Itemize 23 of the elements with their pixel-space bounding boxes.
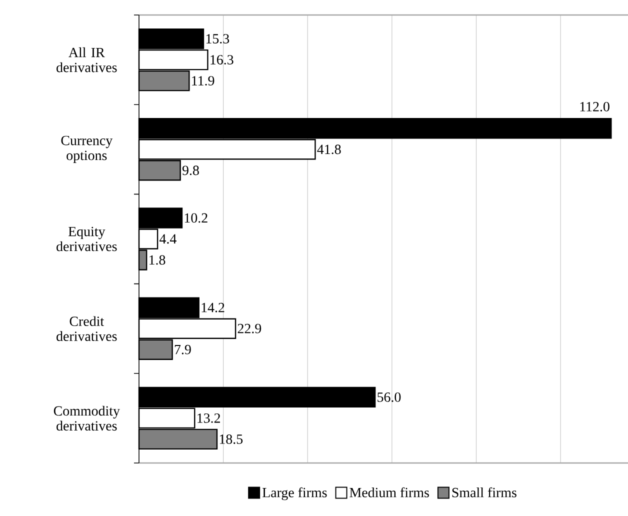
data-label: 9.8 <box>182 166 199 176</box>
legend-label: Large firms <box>262 487 327 500</box>
data-label: 1.8 <box>150 255 166 265</box>
y-tick-label: Currency options <box>61 136 113 163</box>
data-label: 10.2 <box>184 213 208 223</box>
y-tick-label: All IR derivatives <box>56 47 117 72</box>
data-label: 4.4 <box>160 234 176 244</box>
data-label: 7.9 <box>174 344 191 354</box>
y-tick-label: Credit derivatives <box>56 316 117 341</box>
data-label: 15.3 <box>206 34 230 44</box>
legend-label: Medium firms <box>350 487 429 498</box>
y-tick-label: Commodity derivatives <box>54 406 120 431</box>
data-label: 16.3 <box>210 55 234 65</box>
legend-label: Small firms <box>452 487 516 498</box>
data-label: 11.9 <box>192 76 214 86</box>
data-label: 41.8 <box>317 144 341 154</box>
data-label: 14.2 <box>202 302 224 312</box>
data-label: 18.5 <box>220 434 243 444</box>
data-label: 22.9 <box>238 324 262 334</box>
data-label: 13.2 <box>198 413 220 423</box>
y-tick-label: Equity derivatives <box>56 226 117 252</box>
data-label: 112.0 <box>580 102 610 112</box>
data-label: 56.0 <box>378 392 401 402</box>
